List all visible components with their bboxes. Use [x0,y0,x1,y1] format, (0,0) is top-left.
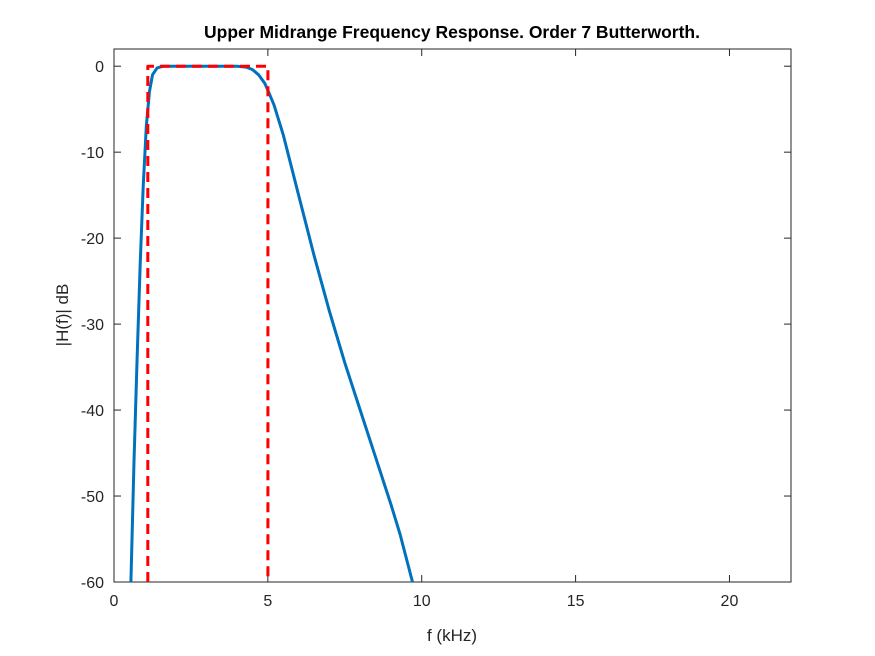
series-butterworth-response-line [129,64,414,583]
axes-box [113,48,792,583]
x-tick-label: 5 [263,593,272,610]
ticks: 0 5 10 15 20 0 -10 -20 -30 -40 -50 -60 [81,49,791,610]
y-tick-label: -30 [81,317,104,334]
y-tick-label: -60 [81,575,104,592]
y-tick-label: 0 [95,59,104,76]
series-group [129,64,414,583]
x-tick-label: 10 [413,593,431,610]
x-tick-label: 0 [110,593,119,610]
y-tick-label: -10 [81,145,104,162]
y-axis-label: |H(f)| dB [53,284,72,347]
x-axis-label: f (kHz) [427,626,477,645]
plot-area: 0 5 10 15 20 0 -10 -20 -30 -40 -50 -60 [81,48,792,610]
x-tick-label: 15 [567,593,585,610]
series-ideal-passband-line [146,64,270,582]
chart-title: Upper Midrange Frequency Response. Order… [204,22,700,42]
y-tick-label: -20 [81,231,104,248]
y-tick-label: -50 [81,489,104,506]
x-tick-label: 20 [721,593,739,610]
y-tick-label: -40 [81,403,104,420]
